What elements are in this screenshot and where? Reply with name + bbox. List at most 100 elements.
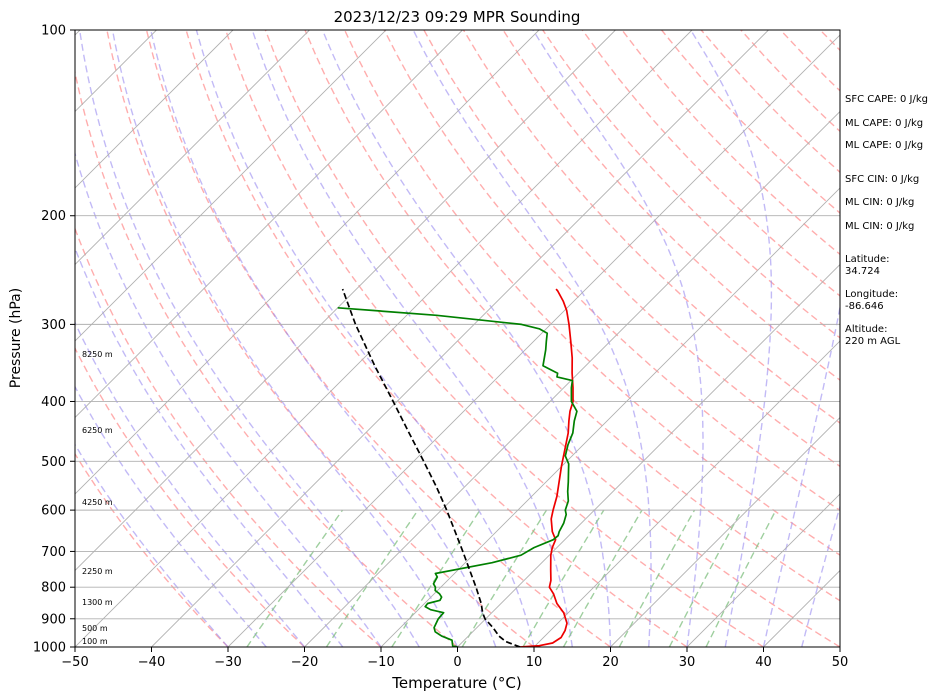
y-tick-label: 300 bbox=[41, 318, 66, 333]
moist-adiabat bbox=[75, 385, 267, 647]
y-tick-label: 900 bbox=[41, 612, 66, 627]
moist-adiabat bbox=[75, 443, 229, 647]
moist-adiabat bbox=[78, 30, 420, 647]
moist-adiabat bbox=[532, 30, 704, 647]
dry-adiabat bbox=[542, 30, 840, 339]
dry-adiabat bbox=[145, 30, 611, 647]
dry-adiabat bbox=[304, 30, 840, 602]
y-tick-label: 700 bbox=[41, 545, 66, 560]
latitude-value: 34.724 bbox=[845, 266, 880, 277]
mixing-ratio-line bbox=[246, 509, 344, 647]
dry-adiabat bbox=[264, 30, 840, 647]
isotherm bbox=[75, 30, 387, 342]
pressure-grid bbox=[75, 29, 840, 648]
height-label: 2250 m bbox=[82, 567, 113, 576]
moist-adiabat bbox=[75, 246, 344, 647]
y-tick-label: 400 bbox=[41, 395, 66, 410]
y-tick-label: 100 bbox=[41, 24, 66, 39]
moist-adiabat bbox=[75, 151, 382, 647]
x-tick-label: −40 bbox=[138, 655, 165, 670]
mixing-ratio-line bbox=[668, 509, 743, 647]
altitude-value: 220 m AGL bbox=[845, 336, 901, 347]
height-labels: 8250 m 6250 m 4250 m 2250 m 1300 m 500 m 100 m bbox=[82, 350, 113, 646]
dry-adiabat bbox=[106, 30, 535, 647]
dry-adiabat bbox=[383, 30, 840, 512]
profile-line-1 bbox=[520, 288, 574, 647]
ml-cape-1: ML CAPE: 0 J/kg bbox=[845, 118, 923, 129]
longitude-value: -86.646 bbox=[845, 301, 884, 312]
background-lines bbox=[0, 30, 840, 647]
dry-adiabat bbox=[225, 30, 764, 647]
moist-adiabat bbox=[75, 321, 306, 647]
sfc-cape: SFC CAPE: 0 J/kg bbox=[845, 94, 928, 105]
moist-adiabat bbox=[150, 30, 497, 647]
chart-title: 2023/12/23 09:29 MPR Sounding bbox=[334, 8, 581, 26]
x-axis-label: Temperature (°C) bbox=[391, 674, 521, 692]
moist-adiabat bbox=[111, 30, 459, 647]
height-label: 500 m bbox=[82, 624, 108, 633]
mixing-ratio-line bbox=[705, 509, 777, 647]
mixing-ratio-line bbox=[461, 509, 548, 647]
dry-adiabat bbox=[581, 30, 840, 297]
profiles bbox=[337, 288, 578, 647]
moist-adiabat bbox=[690, 30, 773, 647]
longitude-label: Longitude: bbox=[845, 289, 898, 300]
moist-adiabat bbox=[412, 30, 652, 647]
y-tick-label: 800 bbox=[41, 581, 66, 596]
isotherm bbox=[227, 34, 840, 647]
dry-adiabat bbox=[75, 226, 382, 647]
x-tick-label: −20 bbox=[291, 655, 318, 670]
y-tick-label: 500 bbox=[41, 455, 66, 470]
x-tick-label: 0 bbox=[453, 655, 461, 670]
isotherm bbox=[75, 30, 616, 572]
moist-adiabat bbox=[762, 303, 840, 647]
isotherm bbox=[151, 30, 769, 647]
dry-adiabat bbox=[462, 30, 840, 424]
height-label: 4250 m bbox=[82, 498, 113, 507]
y-tick-label: 200 bbox=[41, 209, 66, 224]
x-tick-label: 10 bbox=[526, 655, 543, 670]
isotherm bbox=[686, 493, 840, 647]
x-tick-label: −10 bbox=[367, 655, 394, 670]
isotherm bbox=[0, 30, 4, 647]
isotherm bbox=[75, 30, 540, 495]
moist-adiabat bbox=[801, 503, 840, 647]
x-tick-label: −30 bbox=[214, 655, 241, 670]
ml-cape-2: ML CAPE: 0 J/kg bbox=[845, 140, 923, 151]
dry-adiabat bbox=[75, 452, 229, 647]
isotherm bbox=[533, 340, 840, 647]
dry-adiabat bbox=[343, 30, 840, 556]
mixing-ratio-line bbox=[522, 509, 605, 647]
profile-line-2 bbox=[337, 306, 578, 647]
dry-adiabat bbox=[185, 30, 688, 647]
x-axis: −50 −40 −30 −20 −10 0 10 20 30 40 50 bbox=[61, 647, 848, 670]
isotherm bbox=[304, 110, 840, 647]
height-label: 100 m bbox=[82, 637, 108, 646]
altitude-label: Altitude: bbox=[845, 324, 887, 335]
profile-line-3 bbox=[341, 288, 521, 647]
height-label: 6250 m bbox=[82, 426, 113, 435]
isotherm bbox=[75, 30, 234, 189]
ml-cin-2: ML CIN: 0 J/kg bbox=[845, 221, 914, 232]
isotherm bbox=[457, 263, 840, 647]
dry-adiabat bbox=[423, 30, 840, 468]
isotherm bbox=[75, 30, 693, 647]
isotherm bbox=[75, 30, 463, 419]
stats-panel: SFC CAPE: 0 J/kg ML CAPE: 0 J/kg ML CAPE… bbox=[845, 94, 928, 347]
height-label: 1300 m bbox=[82, 598, 113, 607]
x-tick-label: −50 bbox=[61, 655, 88, 670]
dry-adiabat bbox=[502, 30, 840, 382]
x-tick-label: 50 bbox=[832, 655, 849, 670]
y-tick-label: 1000 bbox=[33, 641, 66, 656]
y-tick-label: 600 bbox=[41, 504, 66, 519]
dry-adiabat bbox=[75, 68, 458, 647]
x-tick-label: 40 bbox=[755, 655, 772, 670]
latitude-label: Latitude: bbox=[845, 254, 890, 265]
plot-frame bbox=[74, 29, 841, 648]
moist-adiabat bbox=[195, 30, 535, 647]
moist-adiabat bbox=[251, 30, 573, 647]
y-axis-label: Pressure (hPa) bbox=[8, 288, 24, 388]
x-tick-label: 30 bbox=[679, 655, 696, 670]
height-label: 8250 m bbox=[82, 350, 113, 359]
